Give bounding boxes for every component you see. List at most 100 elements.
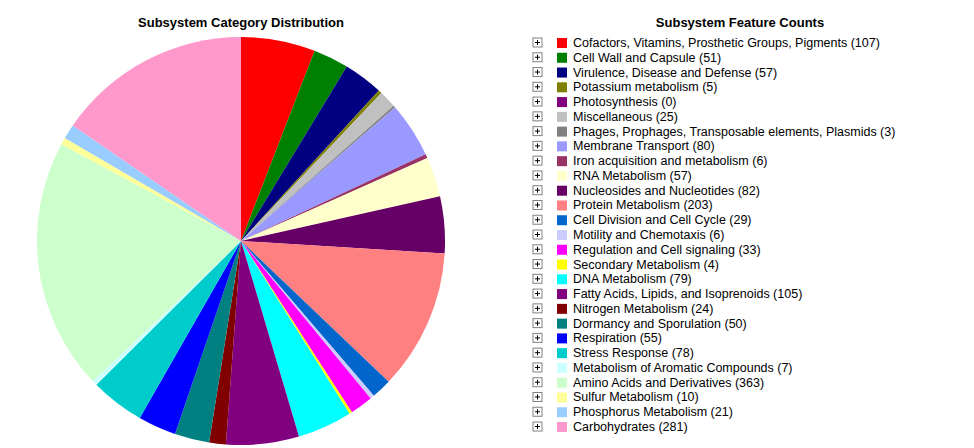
expand-icon-plus [535, 173, 540, 178]
legend-item: Metabolism of Aromatic Compounds (7) [533, 361, 793, 375]
expand-icon-plus [535, 70, 540, 75]
expand-icon[interactable] [533, 274, 542, 283]
legend-swatch [557, 392, 567, 402]
expand-icon[interactable] [533, 215, 542, 224]
expand-icon-plus [535, 276, 540, 281]
expand-icon[interactable] [533, 407, 542, 416]
legend-label: Respiration (55) [573, 331, 662, 345]
expand-icon[interactable] [533, 127, 542, 136]
legend-label: Membrane Transport (80) [573, 139, 715, 153]
legend-swatch [557, 289, 567, 299]
legend-label: Stress Response (78) [573, 346, 694, 360]
expand-icon-plus [535, 350, 540, 355]
expand-icon-plus [535, 217, 540, 222]
expand-icon[interactable] [533, 97, 542, 106]
expand-icon-plus [535, 335, 540, 340]
expand-icon[interactable] [533, 200, 542, 209]
chart: Subsystem Category DistributionSubsystem… [0, 0, 974, 448]
legend-swatch [557, 378, 567, 388]
expand-icon[interactable] [533, 112, 542, 121]
expand-icon[interactable] [533, 53, 542, 62]
legend-item: Nitrogen Metabolism (24) [533, 302, 713, 316]
expand-icon[interactable] [533, 171, 542, 180]
legend-label: Phosphorus Metabolism (21) [573, 405, 733, 419]
legend-label: Cell Division and Cell Cycle (29) [573, 213, 752, 227]
legend-item: Regulation and Cell signaling (33) [533, 243, 761, 257]
legend-swatch [557, 260, 567, 270]
legend-label: Photosynthesis (0) [573, 95, 677, 109]
legend-item: Cell Wall and Capsule (51) [533, 51, 721, 65]
legend-item: RNA Metabolism (57) [533, 169, 692, 183]
expand-icon[interactable] [533, 348, 542, 357]
legend-swatch [557, 141, 567, 151]
legend-item: Stress Response (78) [533, 346, 694, 360]
expand-icon-plus [535, 321, 540, 326]
expand-icon-plus [535, 291, 540, 296]
legend-item: Iron acquisition and metabolism (6) [533, 154, 768, 168]
expand-icon-plus [535, 158, 540, 163]
expand-icon[interactable] [533, 333, 542, 342]
legend-swatch [557, 230, 567, 240]
legend-item: Nucleosides and Nucleotides (82) [533, 184, 760, 198]
legend-item: Miscellaneous (25) [533, 110, 678, 124]
expand-icon[interactable] [533, 245, 542, 254]
expand-icon[interactable] [533, 392, 542, 401]
expand-icon-plus [535, 306, 540, 311]
legend-swatch [557, 171, 567, 181]
expand-icon[interactable] [533, 82, 542, 91]
expand-icon[interactable] [533, 378, 542, 387]
legend-swatch [557, 97, 567, 107]
expand-icon[interactable] [533, 156, 542, 165]
legend-swatch [557, 82, 567, 92]
expand-icon[interactable] [533, 186, 542, 195]
legend-swatch [557, 363, 567, 373]
expand-icon[interactable] [533, 38, 542, 47]
expand-icon[interactable] [533, 304, 542, 313]
expand-icon[interactable] [533, 363, 542, 372]
legend-swatch [557, 38, 567, 48]
legend-item: DNA Metabolism (79) [533, 272, 692, 286]
expand-icon[interactable] [533, 68, 542, 77]
legend-label: Motility and Chemotaxis (6) [573, 228, 724, 242]
legend-label: Cofactors, Vitamins, Prosthetic Groups, … [573, 36, 880, 50]
legend-swatch [557, 68, 567, 78]
pie [37, 37, 445, 445]
legend-swatch [557, 156, 567, 166]
expand-icon-plus [535, 409, 540, 414]
legend-swatch [557, 127, 567, 137]
legend-item: Protein Metabolism (203) [533, 198, 713, 212]
legend-label: Carbohydrates (281) [573, 420, 688, 434]
expand-icon-plus [535, 188, 540, 193]
legend-label: Potassium metabolism (5) [573, 80, 718, 94]
legend-label: Regulation and Cell signaling (33) [573, 243, 761, 257]
expand-icon-plus [535, 365, 540, 370]
expand-icon[interactable] [533, 230, 542, 239]
legend-swatch [557, 186, 567, 196]
expand-icon[interactable] [533, 319, 542, 328]
expand-icon-plus [535, 380, 540, 385]
legend-swatch [557, 200, 567, 210]
expand-icon-plus [535, 394, 540, 399]
expand-icon-plus [535, 129, 540, 134]
legend-label: DNA Metabolism (79) [573, 272, 692, 286]
expand-icon-plus [535, 55, 540, 60]
legend-swatch [557, 348, 567, 358]
legend-swatch [557, 274, 567, 284]
legend-label: Protein Metabolism (203) [573, 198, 713, 212]
expand-icon[interactable] [533, 141, 542, 150]
legend-item: Carbohydrates (281) [533, 420, 688, 434]
expand-icon[interactable] [533, 422, 542, 431]
expand-icon[interactable] [533, 289, 542, 298]
legend-item: Motility and Chemotaxis (6) [533, 228, 724, 242]
legend-label: Nucleosides and Nucleotides (82) [573, 184, 760, 198]
legend-swatch [557, 245, 567, 255]
expand-icon-plus [535, 40, 540, 45]
legend-item: Cell Division and Cell Cycle (29) [533, 213, 752, 227]
legend-item: Cofactors, Vitamins, Prosthetic Groups, … [533, 36, 880, 50]
expand-icon[interactable] [533, 260, 542, 269]
expand-icon-plus [535, 424, 540, 429]
legend-label: Nitrogen Metabolism (24) [573, 302, 713, 316]
legend-item: Amino Acids and Derivatives (363) [533, 376, 764, 390]
legend-item: Phosphorus Metabolism (21) [533, 405, 733, 419]
legend-label: Miscellaneous (25) [573, 110, 678, 124]
